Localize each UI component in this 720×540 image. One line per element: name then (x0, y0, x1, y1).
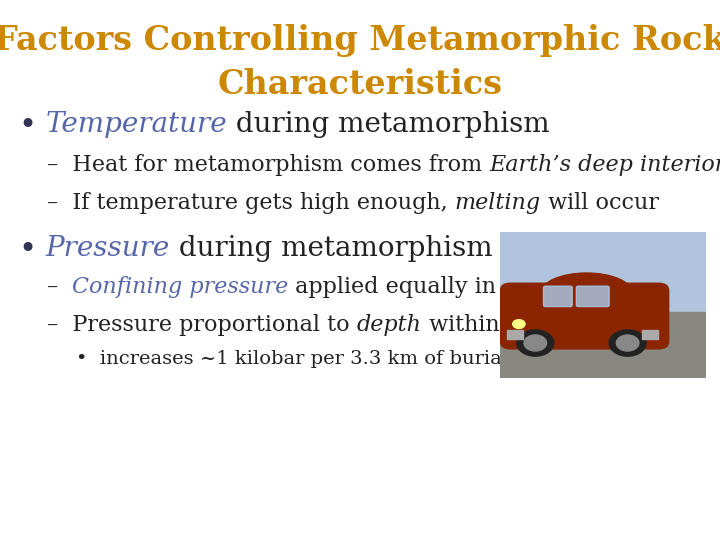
Text: Temperature: Temperature (45, 111, 227, 138)
Bar (500, 312, 706, 378)
Bar (500, 232, 706, 312)
Ellipse shape (541, 273, 633, 314)
Text: –  If temperature gets high enough,: – If temperature gets high enough, (47, 192, 454, 214)
Text: Earth’s deep interior: Earth’s deep interior (489, 154, 720, 176)
Text: melting: melting (454, 192, 541, 214)
Text: Factors Controlling Metamorphic Rock: Factors Controlling Metamorphic Rock (0, 24, 720, 57)
Text: •  increases ~1 kilobar per 3.3 km of burial within the crust: • increases ~1 kilobar per 3.3 km of bur… (76, 350, 672, 368)
FancyBboxPatch shape (544, 286, 572, 307)
Circle shape (517, 330, 554, 356)
FancyBboxPatch shape (500, 283, 669, 349)
Text: •: • (18, 235, 36, 266)
Circle shape (616, 335, 639, 351)
Bar (642, 330, 658, 339)
Circle shape (513, 320, 525, 328)
Bar (507, 330, 523, 339)
Text: will occur: will occur (541, 192, 659, 214)
Text: Pressure: Pressure (45, 235, 170, 262)
Text: depth: depth (356, 314, 421, 336)
Text: –  Pressure proportional to: – Pressure proportional to (47, 314, 356, 336)
Text: Characteristics: Characteristics (217, 68, 503, 100)
Text: –  Heat for metamorphism comes from: – Heat for metamorphism comes from (47, 154, 489, 176)
Text: during metamorphism: during metamorphism (227, 111, 549, 138)
Text: within the Earth: within the Earth (421, 314, 613, 336)
FancyBboxPatch shape (576, 286, 609, 307)
Text: Confining pressure: Confining pressure (72, 276, 289, 299)
Text: applied equally in all directions: applied equally in all directions (289, 276, 651, 299)
Circle shape (524, 335, 546, 351)
Circle shape (609, 330, 646, 356)
Text: •: • (18, 111, 36, 141)
Text: –: – (47, 276, 72, 299)
Text: during metamorphism: during metamorphism (170, 235, 492, 262)
